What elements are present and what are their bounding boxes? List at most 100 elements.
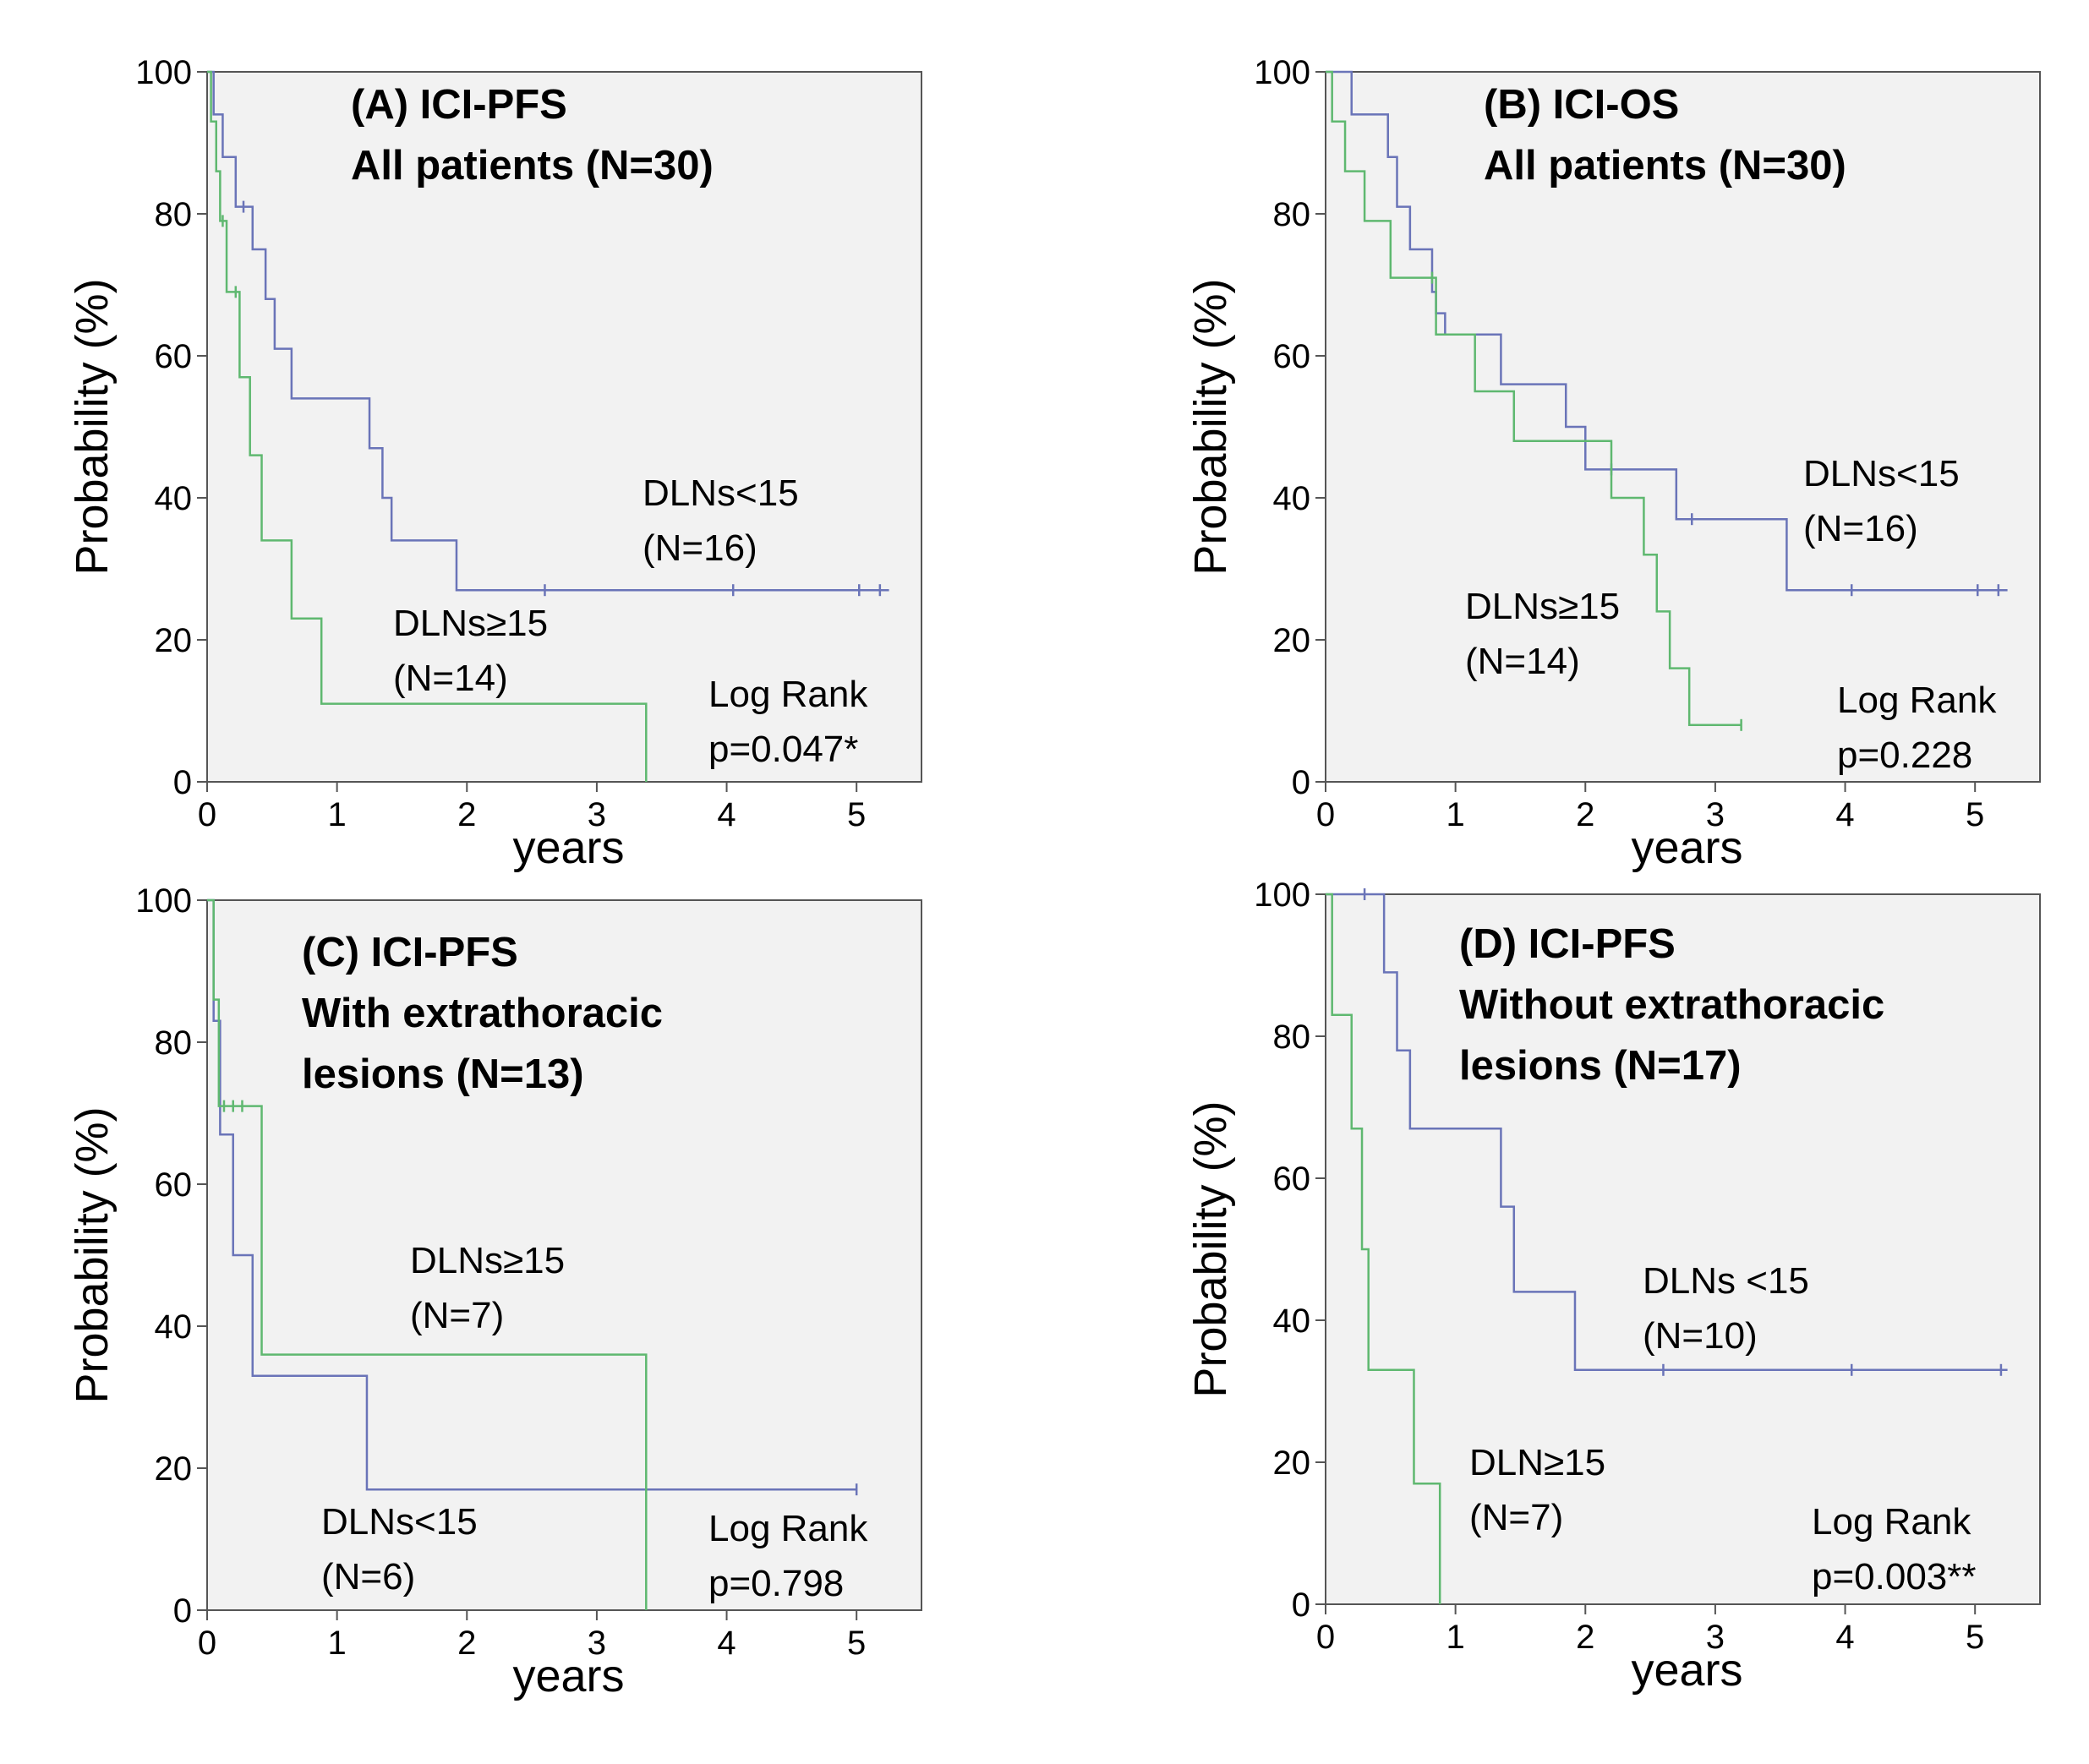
series-label-c-green-line-2: (N=7) <box>410 1295 504 1336</box>
panel-b: 0 20 40 60 80 100 0 1 2 3 4 5 years Probability (%) DL… <box>1185 54 2041 873</box>
series-label-b-green-line-1: DLNs≥15 <box>1465 586 1620 627</box>
log-rank-a-line-1: Log Rank <box>708 674 868 715</box>
series-label-d-green-line-1: DLN≥15 <box>1469 1442 1605 1483</box>
y-axis-title-b: Probability (%) <box>1185 278 1236 575</box>
y-axis-title-d: Probability (%) <box>1185 1100 1236 1397</box>
series-label-d-blue-line-2: (N=10) <box>1643 1315 1758 1357</box>
x-tick-label-a-3: 3 <box>588 796 606 833</box>
plot-area-c <box>206 899 922 1611</box>
panel-title-b-line-2: All patients (N=30) <box>1484 143 1846 188</box>
y-tick-label-b-40: 40 <box>1273 480 1311 517</box>
y-tick-label-c-100: 100 <box>135 882 192 920</box>
y-tick-label-a-100: 100 <box>135 54 192 91</box>
x-tick-label-c-0: 0 <box>198 1625 216 1662</box>
x-tick-label-c-2: 2 <box>457 1625 476 1662</box>
plot-area-b <box>1325 71 2041 783</box>
series-line-d-blue <box>1326 893 2008 1372</box>
y-tick-label-c-40: 40 <box>155 1308 193 1346</box>
plot-area-a <box>206 71 922 783</box>
series-line-c-green <box>207 898 648 1610</box>
y-tick-label-b-60: 60 <box>1273 338 1311 375</box>
log-rank-a-line-2: p=0.047* <box>708 729 858 770</box>
series-line-b-blue <box>1326 70 2008 592</box>
log-rank-d-line-2: p=0.003** <box>1812 1556 1977 1597</box>
series-label-c-blue-line-2: (N=6) <box>321 1556 415 1597</box>
y-tick-label-b-20: 20 <box>1273 622 1311 659</box>
series-label-b-blue-line-1: DLNs<15 <box>1803 453 1960 494</box>
panel-title-c-line-3: lesions (N=13) <box>302 1051 584 1097</box>
panel-title-a-line-1: (A) ICI-PFS <box>351 82 567 128</box>
series-line-b-green <box>1326 70 1742 727</box>
x-tick-label-d-1: 1 <box>1446 1619 1465 1656</box>
series-line-a-green <box>207 70 648 782</box>
x-tick-label-a-5: 5 <box>847 796 866 833</box>
y-tick-label-c-0: 0 <box>173 1592 192 1630</box>
log-rank-c-line-2: p=0.798 <box>708 1563 844 1604</box>
x-tick-label-a-0: 0 <box>198 796 216 833</box>
y-tick-label-a-20: 20 <box>155 622 193 659</box>
panel-title-d-line-1: (D) ICI-PFS <box>1459 921 1676 967</box>
series-label-d-green-line-2: (N=7) <box>1469 1497 1563 1538</box>
x-tick-label-c-4: 4 <box>717 1625 736 1662</box>
plot-area-d <box>1325 893 2041 1605</box>
series-label-a-green-line-2: (N=14) <box>393 658 508 699</box>
y-tick-label-d-0: 0 <box>1292 1587 1310 1624</box>
x-tick-label-b-5: 5 <box>1966 796 1984 833</box>
x-tick-label-b-4: 4 <box>1835 796 1854 833</box>
panel-title-d-line-2: Without extrathoracic <box>1459 982 1884 1028</box>
y-tick-label-a-60: 60 <box>155 338 193 375</box>
y-tick-label-a-0: 0 <box>173 764 192 801</box>
x-tick-label-b-3: 3 <box>1706 796 1725 833</box>
series-label-c-blue-line-1: DLNs<15 <box>321 1501 478 1543</box>
y-tick-label-b-100: 100 <box>1254 54 1310 91</box>
x-axis-title-d: years <box>1631 1645 1742 1696</box>
series-label-a-blue-line-2: (N=16) <box>643 527 757 569</box>
panel-title-c-line-2: With extrathoracic <box>302 991 663 1036</box>
series-line-a-blue <box>207 70 889 592</box>
x-tick-label-a-2: 2 <box>457 796 476 833</box>
log-rank-d-line-1: Log Rank <box>1812 1501 1971 1543</box>
panel-title-c-line-1: (C) ICI-PFS <box>302 930 518 975</box>
x-tick-label-b-2: 2 <box>1576 796 1594 833</box>
x-tick-label-c-3: 3 <box>588 1625 606 1662</box>
panel-a: 0 20 40 60 80 100 0 1 2 3 4 5 years Probability (%) DL… <box>67 54 922 873</box>
x-axis-title-b: years <box>1631 822 1742 873</box>
y-tick-label-d-80: 80 <box>1273 1019 1311 1056</box>
x-axis-title-a: years <box>512 822 624 873</box>
log-rank-c-line-1: Log Rank <box>708 1508 868 1549</box>
panel-d: 0 20 40 60 80 100 0 1 2 3 4 5 years Probability (%) DL… <box>1185 877 2041 1696</box>
x-tick-label-b-1: 1 <box>1446 796 1465 833</box>
series-line-c-blue <box>207 898 857 1491</box>
y-tick-label-c-20: 20 <box>155 1450 193 1488</box>
series-label-a-blue-line-1: DLNs<15 <box>643 472 799 514</box>
y-tick-label-c-80: 80 <box>155 1024 193 1062</box>
panel-title-a-line-2: All patients (N=30) <box>351 143 714 188</box>
x-tick-label-c-5: 5 <box>847 1625 866 1662</box>
x-tick-label-d-5: 5 <box>1966 1619 1984 1656</box>
panel-title-d-line-3: lesions (N=17) <box>1459 1043 1742 1089</box>
x-tick-label-d-0: 0 <box>1316 1619 1335 1656</box>
series-label-d-blue-line-1: DLNs <15 <box>1643 1260 1809 1302</box>
y-axis-title-a: Probability (%) <box>67 278 118 575</box>
x-tick-label-d-4: 4 <box>1835 1619 1854 1656</box>
y-tick-label-d-40: 40 <box>1273 1303 1311 1340</box>
y-tick-label-d-100: 100 <box>1254 877 1310 914</box>
panel-title-b-line-1: (B) ICI-OS <box>1484 82 1679 128</box>
y-tick-label-d-60: 60 <box>1273 1161 1311 1198</box>
y-tick-label-d-20: 20 <box>1273 1445 1311 1482</box>
series-label-c-green-line-1: DLNs≥15 <box>410 1240 565 1281</box>
x-tick-label-d-2: 2 <box>1576 1619 1594 1656</box>
x-axis-title-c: years <box>512 1651 624 1701</box>
panel-c: 0 20 40 60 80 100 0 1 2 3 4 5 years Probability (%) DL… <box>67 882 922 1701</box>
y-tick-label-a-40: 40 <box>155 480 193 517</box>
x-tick-label-c-1: 1 <box>328 1625 347 1662</box>
series-label-a-green-line-1: DLNs≥15 <box>393 603 548 644</box>
y-tick-label-b-0: 0 <box>1292 764 1310 801</box>
series-label-b-green-line-2: (N=14) <box>1465 641 1580 682</box>
x-tick-label-b-0: 0 <box>1316 796 1335 833</box>
x-tick-label-a-4: 4 <box>717 796 736 833</box>
x-tick-label-a-1: 1 <box>328 796 347 833</box>
y-axis-title-c: Probability (%) <box>67 1106 118 1403</box>
log-rank-b-line-1: Log Rank <box>1837 680 1997 721</box>
